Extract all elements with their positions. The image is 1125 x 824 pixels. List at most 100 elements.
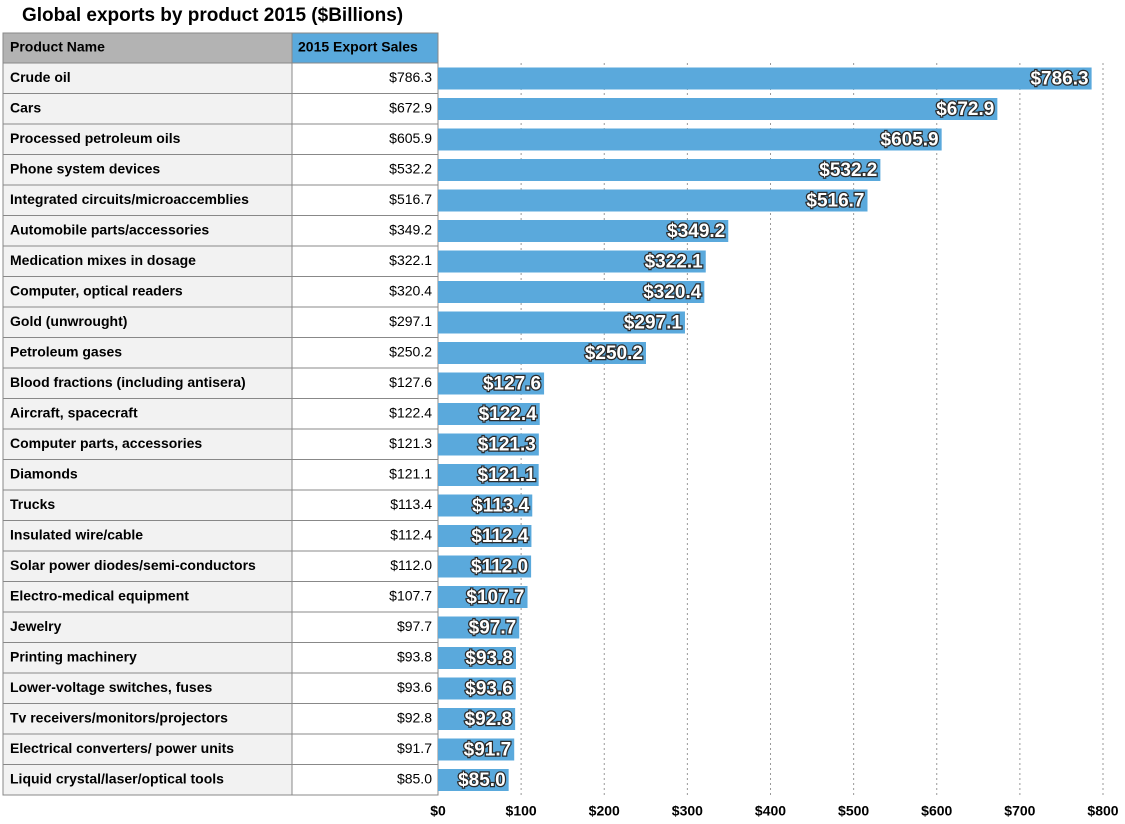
sales-value: $122.4 xyxy=(389,404,432,420)
table-cell xyxy=(2,306,293,338)
chart-title: Global exports by product 2015 ($Billion… xyxy=(22,5,403,26)
sales-value: $112.0 xyxy=(390,557,432,573)
bar-label: $93.8 xyxy=(465,648,513,669)
sales-value: $85.0 xyxy=(397,770,432,786)
bar xyxy=(438,494,533,517)
sales-value: $127.6 xyxy=(389,374,432,390)
sales-value: $121.3 xyxy=(389,435,432,451)
product-name: Petroleum gases xyxy=(10,343,122,359)
bar-label: $672.9 xyxy=(936,99,994,120)
bar-label: $112.4 xyxy=(471,526,528,547)
sales-value: $107.7 xyxy=(389,587,432,603)
sales-value: $322.1 xyxy=(389,252,432,268)
product-name: Cars xyxy=(10,99,41,115)
sales-value: $786.3 xyxy=(389,69,432,85)
sales-value: $93.6 xyxy=(397,679,432,695)
table-cell xyxy=(2,733,293,765)
product-name: Printing machinery xyxy=(10,648,137,664)
bar xyxy=(438,250,706,273)
bar xyxy=(438,555,532,578)
bar-label: $297.1 xyxy=(624,312,683,333)
table-cell xyxy=(2,459,293,491)
product-name: Integrated circuits/microaccemblies xyxy=(10,191,249,207)
bar-label: $122.4 xyxy=(479,404,538,425)
product-name: Electrical converters/ power units xyxy=(10,740,234,756)
product-name: Liquid crystal/laser/optical tools xyxy=(10,770,224,786)
bar xyxy=(438,128,942,151)
bar xyxy=(438,708,516,730)
sales-value: $297.1 xyxy=(389,313,432,329)
table-cell xyxy=(291,672,439,704)
product-name: Blood fractions (including antisera) xyxy=(10,374,246,390)
bar xyxy=(438,159,881,181)
product-name: Jewelry xyxy=(10,618,62,634)
product-name: Processed petroleum oils xyxy=(10,130,181,146)
table-cell xyxy=(291,306,439,338)
table-cell xyxy=(2,276,293,308)
sales-value: $91.7 xyxy=(397,740,432,756)
sales-value: $97.7 xyxy=(397,618,432,634)
sales-value: $92.8 xyxy=(397,709,432,725)
sales-value: $112.4 xyxy=(390,526,432,542)
bar-label: $91.7 xyxy=(464,739,512,760)
bar xyxy=(438,342,646,364)
table-cell xyxy=(2,184,293,216)
sales-value: $532.2 xyxy=(389,160,432,176)
product-name: Insulated wire/cable xyxy=(10,526,143,542)
bar-label: $516.7 xyxy=(806,190,864,211)
table-cell xyxy=(291,337,439,369)
product-name: Gold (unwrought) xyxy=(10,313,127,329)
bar-label: $532.2 xyxy=(819,160,877,181)
bar-label: $121.1 xyxy=(478,465,537,486)
sales-value: $349.2 xyxy=(389,221,432,237)
product-name: Medication mixes in dosage xyxy=(10,252,196,268)
bar xyxy=(438,372,545,395)
bar-label: $107.7 xyxy=(466,587,524,608)
sales-value: $320.4 xyxy=(389,282,432,298)
bar-label: $250.2 xyxy=(585,343,643,364)
table-cell xyxy=(2,672,293,704)
sales-value: $605.9 xyxy=(389,130,432,146)
x-tick-label: $200 xyxy=(589,803,620,819)
x-tick-label: $400 xyxy=(755,803,786,819)
table-cell xyxy=(291,764,439,796)
table-cell xyxy=(291,459,439,491)
bar-label: $93.6 xyxy=(465,678,513,699)
table-cell xyxy=(2,764,293,796)
sales-value: $121.1 xyxy=(389,465,432,481)
product-name: Crude oil xyxy=(10,69,71,85)
bar-label: $127.6 xyxy=(483,373,541,394)
x-tick-label: $600 xyxy=(921,803,952,819)
sales-value: $516.7 xyxy=(389,191,432,207)
sales-value: $672.9 xyxy=(389,99,432,115)
table-cell xyxy=(2,123,293,155)
x-tick-label: $700 xyxy=(1004,803,1035,819)
bar-label: $121.3 xyxy=(478,434,536,455)
sales-value: $250.2 xyxy=(389,343,432,359)
bar xyxy=(438,464,539,486)
header-cell xyxy=(2,32,293,64)
column-header: Product Name xyxy=(10,39,105,55)
bar xyxy=(438,220,729,242)
table-cell xyxy=(291,367,439,399)
x-tick-label: $100 xyxy=(506,803,537,819)
bar-label: $92.8 xyxy=(465,709,513,730)
product-name: Computer parts, accessories xyxy=(10,435,202,451)
table-cell xyxy=(291,733,439,765)
bar-label: $320.4 xyxy=(643,282,702,303)
product-name: Trucks xyxy=(10,496,55,512)
x-tick-label: $300 xyxy=(672,803,703,819)
bar xyxy=(438,281,705,303)
table-cell xyxy=(2,154,293,186)
table-cell xyxy=(2,215,293,247)
table-cell xyxy=(291,703,439,735)
table-cell xyxy=(291,489,439,521)
product-name: Automobile parts/accessories xyxy=(10,221,209,237)
bar-label: $112.0 xyxy=(471,556,528,577)
table-cell xyxy=(2,245,293,277)
table-cell xyxy=(2,367,293,399)
bar xyxy=(438,98,998,120)
product-name: Diamonds xyxy=(10,465,78,481)
header-cell xyxy=(291,32,439,64)
